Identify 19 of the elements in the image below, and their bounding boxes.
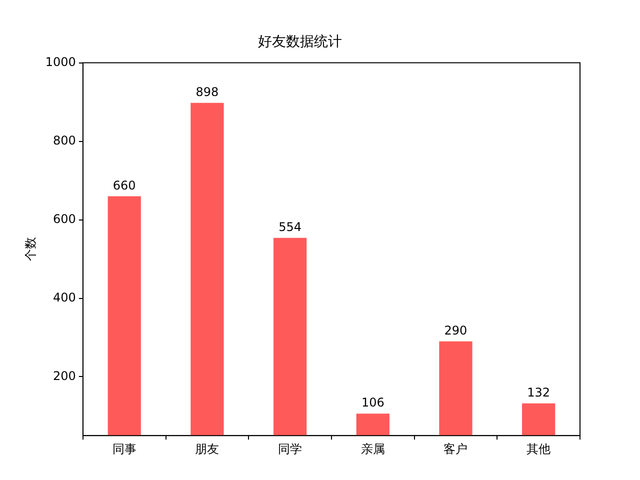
x-tick-label: 同事 [112, 442, 136, 456]
y-tick-label: 400 [53, 290, 76, 304]
x-tick-label: 亲属 [360, 442, 385, 456]
data-label: 106 [361, 396, 384, 410]
x-tick-label: 同学 [278, 442, 302, 456]
data-label: 132 [527, 386, 550, 400]
data-label: 290 [444, 324, 468, 338]
chart-title: 好友数据统计 [258, 34, 342, 50]
y-tick-label: 1000 [45, 54, 76, 69]
x-tick-label: 其他 [526, 442, 551, 456]
data-label: 660 [112, 178, 136, 192]
data-label: 898 [196, 84, 219, 99]
y-axis-title: 个数 [23, 237, 38, 262]
y-tick-label: 800 [53, 133, 76, 148]
y-tick-label: 200 [53, 368, 76, 383]
data-label: 554 [278, 220, 302, 234]
y-tick-label: 600 [53, 212, 76, 226]
x-tick-label: 朋友 [195, 442, 220, 456]
x-tick-label: 客户 [444, 442, 468, 456]
